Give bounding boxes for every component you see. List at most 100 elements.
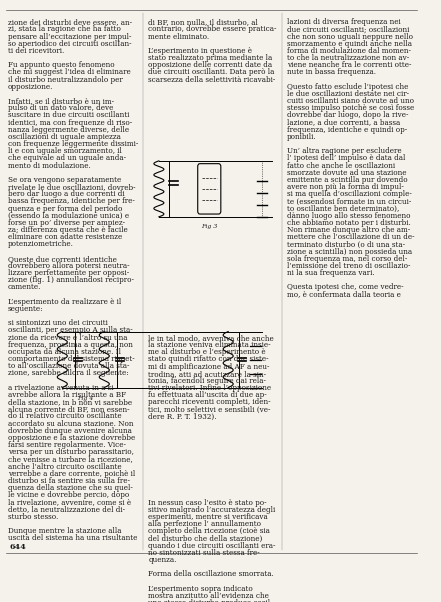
- Text: oscillanti, per esempio A sulla sta-: oscillanti, per esempio A sulla sta-: [7, 326, 132, 334]
- Text: le due oscillazioni destate nei cir-: le due oscillazioni destate nei cir-: [287, 90, 409, 98]
- Text: forse un po’ diverse per ampiez-: forse un po’ diverse per ampiez-: [7, 219, 125, 227]
- Text: si sintonizzi uno dei circuiti: si sintonizzi uno dei circuiti: [7, 319, 108, 327]
- Text: detto, la neutralizzazione del di-: detto, la neutralizzazione del di-: [7, 506, 125, 514]
- Text: cuiti oscillanti siano dovute ad uno: cuiti oscillanti siano dovute ad uno: [287, 97, 414, 105]
- Text: stato realizzato prima mediante la: stato realizzato prima mediante la: [148, 54, 273, 62]
- Text: versa per un disturbo parassitario,: versa per un disturbo parassitario,: [7, 448, 134, 456]
- Text: zi, stata la ragione che ha fatto: zi, stata la ragione che ha fatto: [7, 25, 120, 33]
- Text: le vicine e dovrebbe percio, dopo: le vicine e dovrebbe percio, dopo: [7, 491, 129, 499]
- Text: Queste due correnti identiche: Queste due correnti identiche: [7, 255, 116, 262]
- Text: completo della ricezione (cioè sia: completo della ricezione (cioè sia: [148, 527, 270, 536]
- Text: eliminare con adatte resistenze: eliminare con adatte resistenze: [7, 233, 122, 241]
- Text: opposizione delle correnti date da: opposizione delle correnti date da: [148, 61, 273, 69]
- Text: so aperiodico dei circuiti oscilIan-: so aperiodico dei circuiti oscilIan-: [7, 40, 131, 48]
- Text: terminato disturbo (o di una sta-: terminato disturbo (o di una sta-: [287, 240, 405, 249]
- Text: il disturbo neutralizzandolo per: il disturbo neutralizzandolo per: [7, 75, 123, 84]
- Text: zione, sarebbe allora il seguente:: zione, sarebbe allora il seguente:: [7, 370, 128, 377]
- Text: scarsezza della selettività ricavabi-: scarsezza della selettività ricavabi-: [148, 75, 276, 84]
- Text: seguente:: seguente:: [7, 305, 43, 313]
- Text: dovrebbe dunque avvenire alcuna: dovrebbe dunque avvenire alcuna: [7, 427, 131, 435]
- Text: rivelate le due oscillazioni, dovreb-: rivelate le due oscillazioni, dovreb-: [7, 183, 135, 191]
- Text: si ma quella d’oscillazioni comple-: si ma quella d’oscillazioni comple-: [287, 190, 412, 198]
- Text: emittente a scintilla pur dovendo: emittente a scintilla pur dovendo: [287, 176, 407, 184]
- Text: mostra anzitutto all’evidenza che: mostra anzitutto all’evidenza che: [148, 592, 269, 600]
- Text: parecchi riceventi completi, iden-: parecchi riceventi completi, iden-: [148, 399, 271, 406]
- Text: lizzare perfettamente per opposi-: lizzare perfettamente per opposi-: [7, 269, 129, 277]
- Text: lazioni di diversa frequenza nei: lazioni di diversa frequenza nei: [287, 18, 401, 26]
- Text: farsi sentire regolarmente. Vice-: farsi sentire regolarmente. Vice-: [7, 441, 126, 449]
- Text: opposizione e la stazione dovrebbe: opposizione e la stazione dovrebbe: [7, 434, 135, 442]
- Text: bero dar luogo a due correnti di: bero dar luogo a due correnti di: [7, 190, 124, 198]
- Text: che mi suggest l’idea di eliminare: che mi suggest l’idea di eliminare: [7, 69, 131, 76]
- Text: stato quindi rifatto con due siste-: stato quindi rifatto con due siste-: [148, 355, 269, 364]
- Text: tici, molto selettivi e sensibili (ve-: tici, molto selettivi e sensibili (ve-: [148, 406, 271, 414]
- Text: Se ora vengono separatamente: Se ora vengono separatamente: [7, 176, 121, 184]
- Text: to all’oscillazione dovuta alla sta-: to all’oscillazione dovuta alla sta-: [7, 362, 129, 370]
- Text: dànno luogo allo stesso fenomeno: dànno luogo allo stesso fenomeno: [287, 212, 411, 220]
- Text: me al disturbo e l’esperimento è: me al disturbo e l’esperimento è: [148, 349, 266, 356]
- Text: due circuiti oscillanti. Data però la: due circuiti oscillanti. Data però la: [148, 69, 275, 76]
- Text: verrebbe a dare corrente, poichè il: verrebbe a dare corrente, poichè il: [7, 470, 135, 478]
- Text: zione a scintilla) non possieda una: zione a scintilla) non possieda una: [287, 247, 412, 255]
- Text: suscitare in due circuiti oscillanti: suscitare in due circuiti oscillanti: [7, 111, 129, 119]
- Text: dovrebbe dar luogo, dopo la rive-: dovrebbe dar luogo, dopo la rive-: [287, 111, 408, 119]
- Text: Forma della oscillazione smorrata.: Forma della oscillazione smorrata.: [148, 571, 274, 579]
- Text: Questa ipotesi che, come vedre-: Questa ipotesi che, come vedre-: [287, 284, 404, 291]
- Text: alcuna corrente di BF, non essen-: alcuna corrente di BF, non essen-: [7, 405, 129, 413]
- Text: mente eliminato.: mente eliminato.: [148, 33, 209, 40]
- Text: quenza e per forma del periodo: quenza e per forma del periodo: [7, 205, 122, 213]
- Text: Non rimane dunque altro che am-: Non rimane dunque altro che am-: [287, 226, 410, 234]
- Text: occupata da alcuna stazione. Il: occupata da alcuna stazione. Il: [7, 348, 121, 356]
- Text: comportamento del sistema rispet-: comportamento del sistema rispet-: [7, 355, 135, 363]
- Text: (essendo la modulazione unica) e: (essendo la modulazione unica) e: [7, 212, 129, 220]
- Text: ti dei ricevitori.: ti dei ricevitori.: [7, 47, 64, 55]
- Text: te (essendosi formate in un circui-: te (essendosi formate in un circui-: [287, 197, 411, 205]
- Text: stesso impulso poichè se così fosse: stesso impulso poichè se così fosse: [287, 104, 414, 112]
- Text: fatto che anche le oscillazioni: fatto che anche le oscillazioni: [287, 161, 395, 170]
- Text: della stazione, in b non vi sarebbe: della stazione, in b non vi sarebbe: [7, 398, 132, 406]
- Text: potenziometriche.: potenziometriche.: [7, 240, 74, 249]
- Text: uno stesso disturbo produce oscil-: uno stesso disturbo produce oscil-: [148, 599, 273, 602]
- Text: con frequenze leggermente dissimi-: con frequenze leggermente dissimi-: [7, 140, 138, 148]
- Text: Fig 3: Fig 3: [201, 223, 217, 229]
- Text: to oscillante ben determinato),: to oscillante ben determinato),: [287, 205, 399, 213]
- Text: lazione, a due correnti, a bassa: lazione, a due correnti, a bassa: [287, 119, 400, 126]
- Text: a rivelazione avvenuta in a si: a rivelazione avvenuta in a si: [7, 383, 113, 392]
- Text: Dunque mentre la stazione alla: Dunque mentre la stazione alla: [7, 527, 121, 535]
- Text: 644: 644: [10, 543, 26, 551]
- Text: to che la neutralizzazione non av-: to che la neutralizzazione non av-: [287, 54, 409, 62]
- Text: L’esperimento sopra indicato: L’esperimento sopra indicato: [148, 585, 253, 593]
- Text: sola frequenza ma, nel corso del-: sola frequenza ma, nel corso del-: [287, 255, 407, 262]
- Text: za; differenza questa che è facile: za; differenza questa che è facile: [7, 226, 127, 234]
- Text: di BF, non nulla, il disturbo, al: di BF, non nulla, il disturbo, al: [148, 18, 258, 26]
- Text: ponibili.: ponibili.: [287, 133, 317, 141]
- Text: pulso di un dato valore, deve: pulso di un dato valore, deve: [7, 104, 113, 112]
- Text: quando i due circuiti oscillanti era-: quando i due circuiti oscillanti era-: [148, 542, 276, 550]
- Text: uscita del sistema ha una risultante: uscita del sistema ha una risultante: [7, 534, 137, 542]
- Text: no sintonizzati sulla stessa fre-: no sintonizzati sulla stessa fre-: [148, 549, 260, 557]
- Text: Fu appunto questo fenomeno: Fu appunto questo fenomeno: [7, 61, 114, 69]
- Text: che equivale ad un uguale anda-: che equivale ad un uguale anda-: [7, 154, 126, 163]
- Text: Questo fatto esclude l’ipotesi che: Questo fatto esclude l’ipotesi che: [287, 82, 408, 91]
- Text: tivi rivelatori. Infine l’opposizione: tivi rivelatori. Infine l’opposizione: [148, 384, 272, 392]
- Text: pensare all’eccitazione per impul-: pensare all’eccitazione per impul-: [7, 33, 131, 40]
- Text: ni la sua frequenza vari.: ni la sua frequenza vari.: [287, 269, 374, 277]
- Text: dere R. P. T. 1932).: dere R. P. T. 1932).: [148, 413, 217, 421]
- Text: che venisse a turbare la ricezione,: che venisse a turbare la ricezione,: [7, 455, 132, 464]
- Text: tonia, facendoli seguire dai rela-: tonia, facendoli seguire dai rela-: [148, 377, 266, 385]
- Text: disturbo si fa sentire sia sulla fre-: disturbo si fa sentire sia sulla fre-: [7, 477, 130, 485]
- Text: avrebbe allora la risultante a BF: avrebbe allora la risultante a BF: [7, 391, 126, 399]
- Text: mi di amplificazione ad AF a neu-: mi di amplificazione ad AF a neu-: [148, 362, 270, 371]
- Text: fu effettuata all’uscita di due ap-: fu effettuata all’uscita di due ap-: [148, 391, 267, 399]
- Text: due circuiti oscillanti; oscillazioni: due circuiti oscillanti; oscillazioni: [287, 25, 409, 33]
- Text: sitivo malgrado l’accuratezza degli: sitivo malgrado l’accuratezza degli: [148, 506, 276, 514]
- Text: anche l’altro circuito oscillante: anche l’altro circuito oscillante: [7, 462, 121, 471]
- Text: avere non più la forma di impul-: avere non più la forma di impul-: [287, 183, 404, 191]
- Text: li e con uguale smorzamento, il: li e con uguale smorzamento, il: [7, 147, 122, 155]
- Text: l’emissione del treno di oscillazio-: l’emissione del treno di oscillazio-: [287, 262, 411, 270]
- Text: sturbo stesso.: sturbo stesso.: [7, 513, 58, 521]
- Text: oscillazioni di uguale ampiezza: oscillazioni di uguale ampiezza: [7, 133, 120, 141]
- Text: del disturbo che della stazione): del disturbo che della stazione): [148, 535, 263, 542]
- Text: le in tal modo, avveniva che anche: le in tal modo, avveniva che anche: [148, 334, 274, 342]
- Text: contrario, dovrebbe essere pratica-: contrario, dovrebbe essere pratica-: [148, 25, 277, 33]
